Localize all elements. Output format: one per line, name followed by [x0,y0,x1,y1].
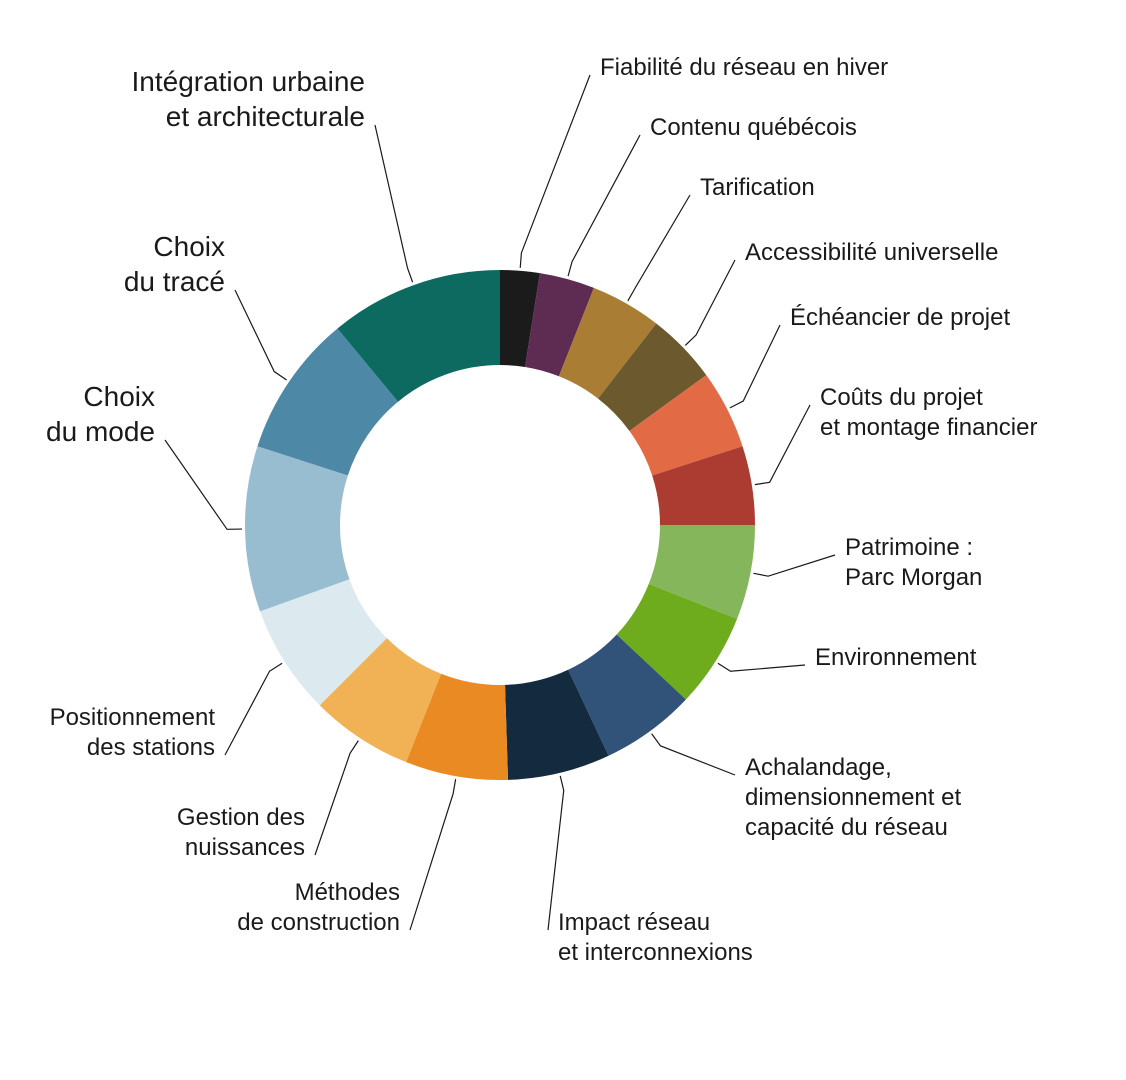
slice-label: Méthodes de construction [237,878,400,938]
slice-label: Intégration urbaine et architecturale [131,64,365,134]
slice-label: Environnement [815,643,976,673]
leader-line [753,555,835,576]
leader-line [730,325,780,408]
slice-label: Impact réseau et interconnexions [558,908,753,968]
slice-label: Coûts du projet et montage financier [820,383,1037,443]
leader-line [410,779,456,930]
slice-label: Patrimoine : Parc Morgan [845,533,982,593]
slice-label: Choix du tracé [124,229,225,299]
leader-line [375,125,413,282]
slice-label: Contenu québécois [650,113,857,143]
leader-line [652,734,735,775]
leader-line [718,663,805,671]
slice-label: Positionnement des stations [50,703,215,763]
slice-label: Échéancier de projet [790,303,1010,333]
slice-label: Achalandage, dimensionnement et capacité… [745,753,961,843]
donut-chart: Fiabilité du réseau en hiver Contenu québ… [0,0,1126,1080]
leader-line [568,135,640,276]
leader-line [755,405,810,485]
leader-line [685,260,735,345]
leader-line [520,75,590,268]
leader-line [225,663,282,755]
slice-label: Choix du mode [46,379,155,449]
slice-label: Accessibilité universelle [745,238,998,268]
leader-line [165,440,242,529]
leader-line [628,195,690,301]
slice-label: Fiabilité du réseau en hiver [600,53,888,83]
slice-label: Gestion des nuissances [177,803,305,863]
slice-label: Tarification [700,173,815,203]
leader-line [235,290,287,380]
leader-line [315,741,358,855]
